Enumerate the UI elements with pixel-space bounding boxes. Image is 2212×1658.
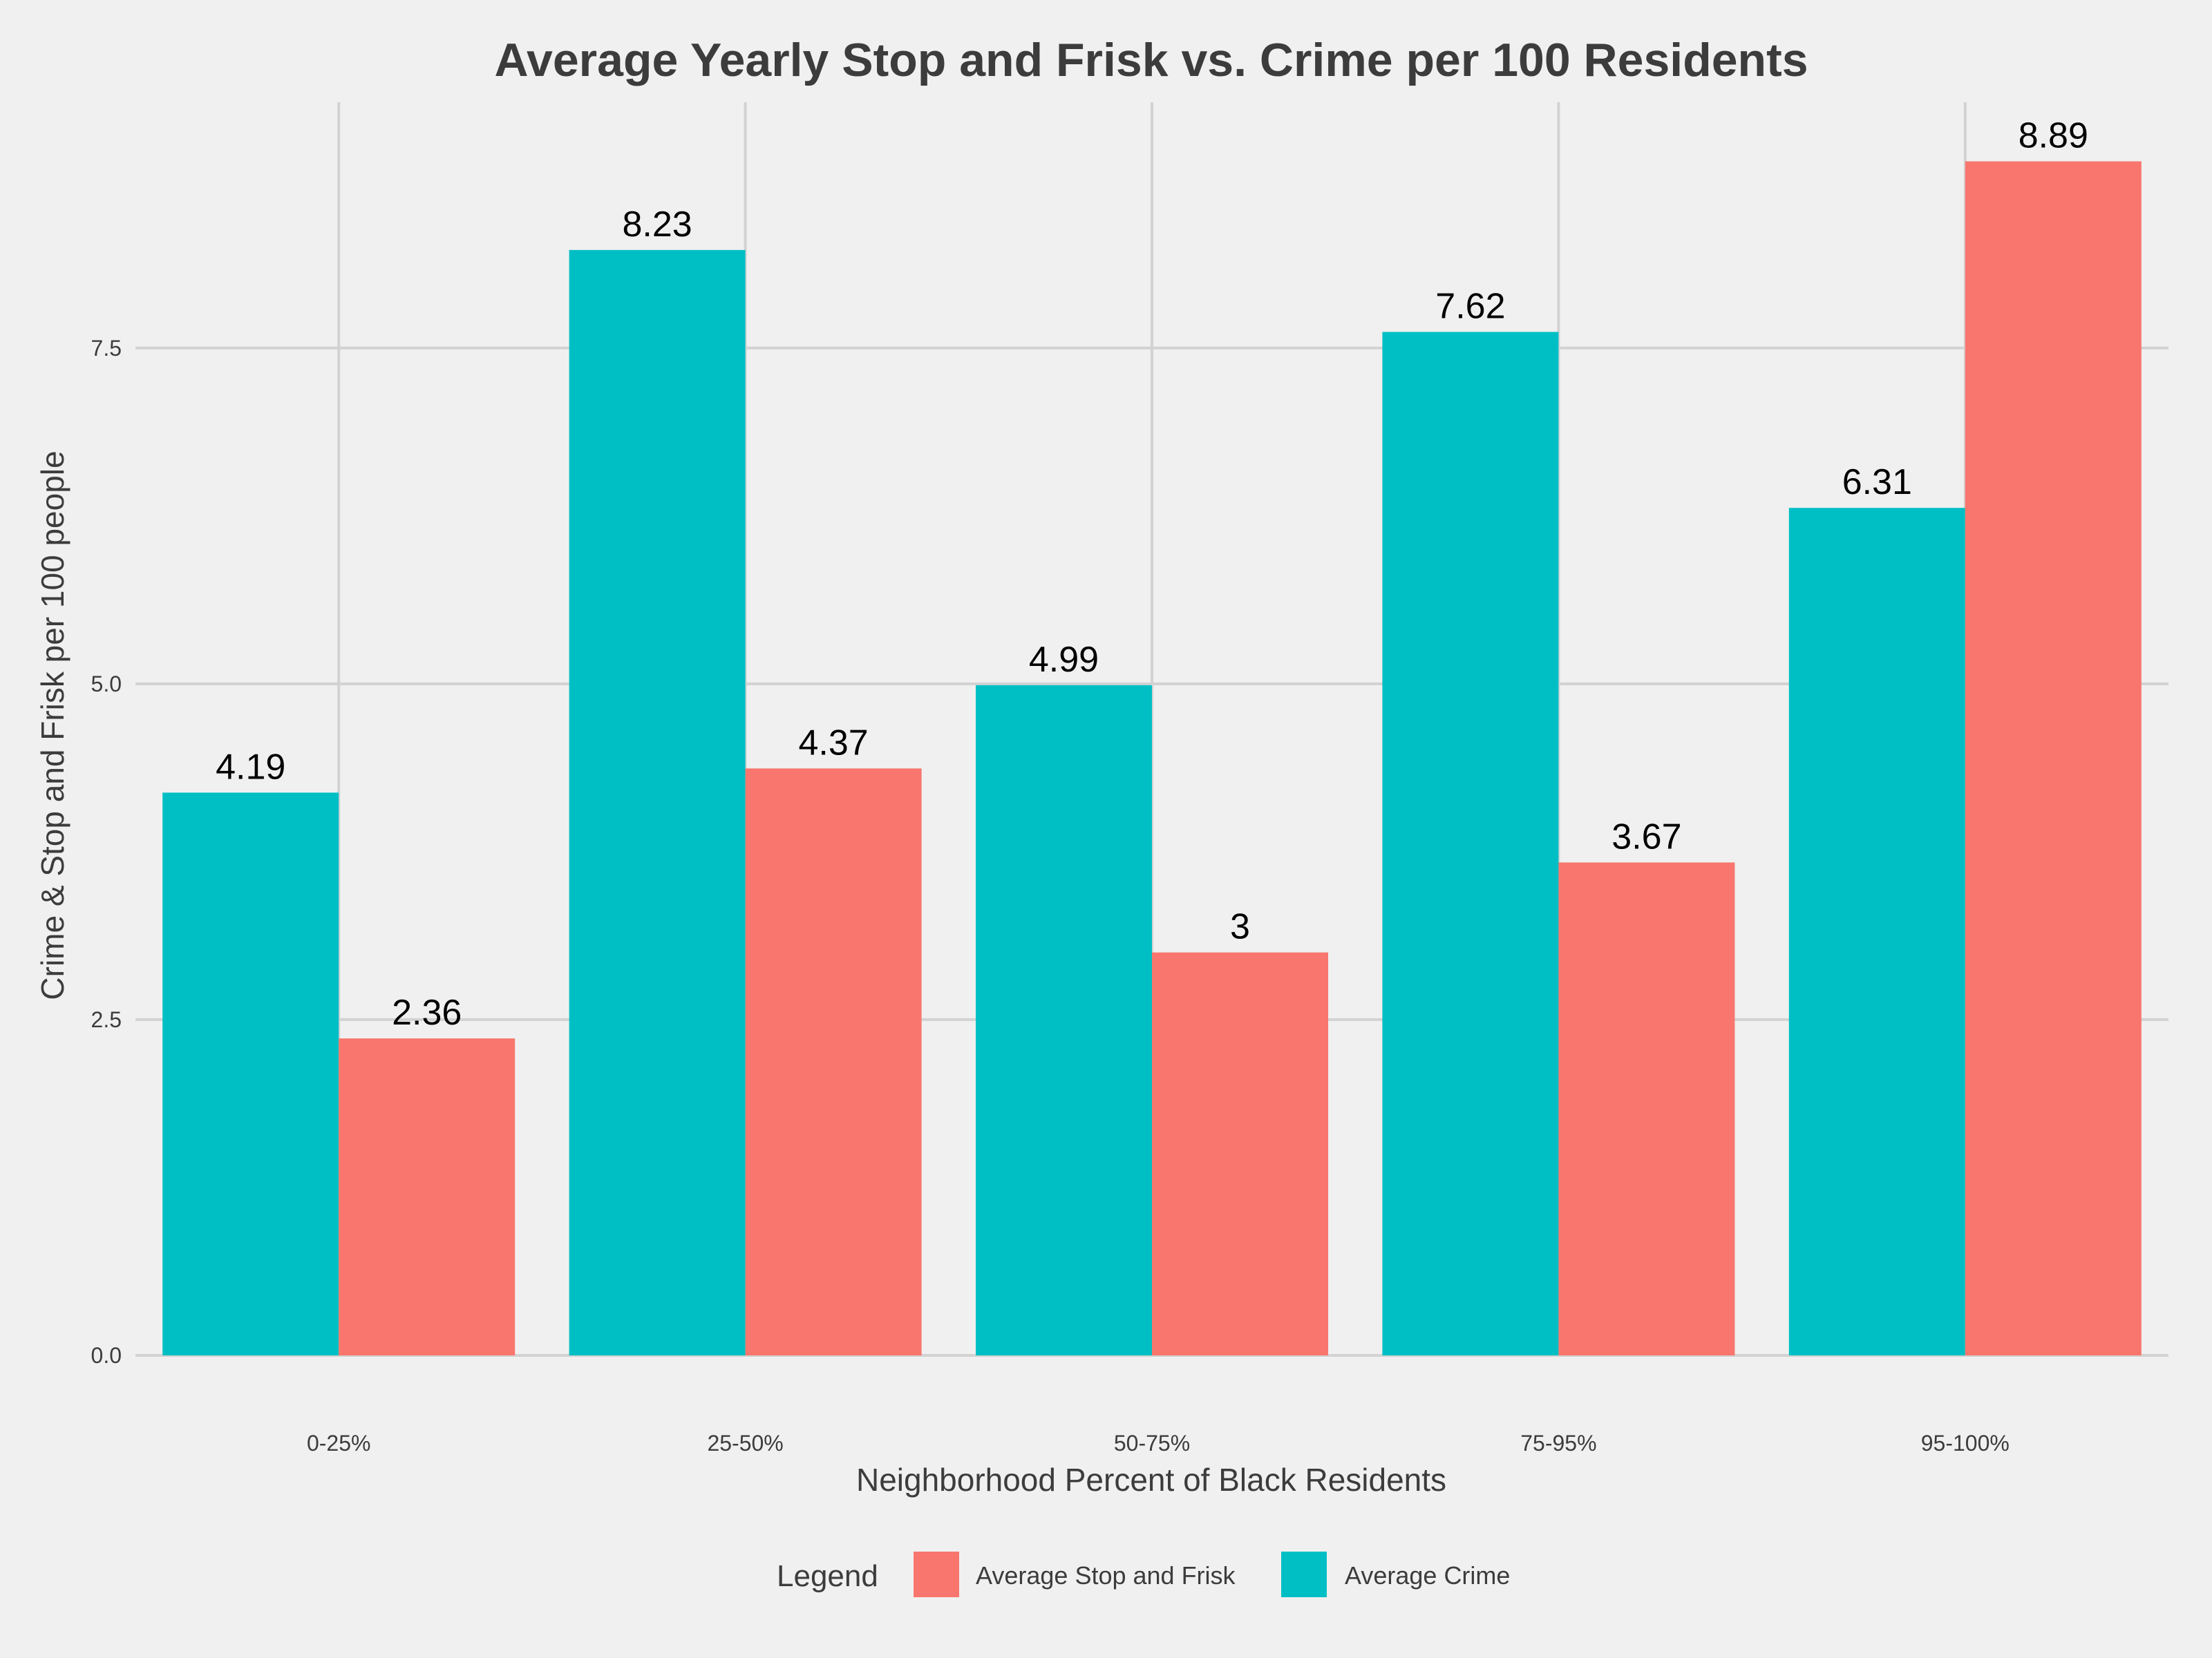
bar-average-crime — [1788, 508, 1965, 1356]
data-label-average-stop-and-frisk: 3.67 — [1611, 817, 1681, 857]
data-label-average-stop-and-frisk: 3 — [1230, 907, 1250, 947]
y-axis-ticks: 0.0 2.5 5.0 7.5 — [91, 336, 122, 1368]
y-tick-label: 2.5 — [91, 1007, 122, 1032]
bar-average-stop-and-frisk — [1558, 862, 1735, 1355]
y-tick-label: 7.5 — [91, 336, 122, 361]
x-tick-label: 75-95% — [1520, 1431, 1596, 1456]
bar-average-stop-and-frisk — [1965, 161, 2142, 1355]
bar-average-crime — [569, 249, 746, 1355]
x-axis-ticks: 0-25% 25-50% 50-75% 75-95% 95-100% — [307, 1431, 2010, 1456]
legend-title: Legend — [777, 1559, 878, 1593]
bar-average-crime — [1382, 332, 1559, 1355]
bar-average-stop-and-frisk — [745, 768, 922, 1355]
data-label-average-crime: 4.99 — [1029, 640, 1099, 680]
bar-average-crime — [162, 792, 339, 1355]
y-tick-label: 5.0 — [91, 671, 122, 696]
data-label-average-crime: 6.31 — [1842, 462, 1912, 502]
x-tick-label: 25-50% — [707, 1431, 783, 1456]
bar-average-stop-and-frisk — [1152, 952, 1328, 1355]
x-axis-title: Neighborhood Percent of Black Residents — [856, 1462, 1446, 1498]
chart-title: Average Yearly Stop and Frisk vs. Crime … — [494, 34, 1808, 86]
y-axis-title: Crime & Stop and Frisk per 100 people — [35, 450, 70, 1000]
data-label-average-crime: 7.62 — [1435, 286, 1505, 326]
legend-swatch-crime — [1281, 1552, 1327, 1597]
x-tick-label: 50-75% — [1114, 1431, 1190, 1456]
legend-label-crime: Average Crime — [1345, 1561, 1510, 1590]
y-tick-label: 0.0 — [91, 1343, 122, 1368]
data-label-average-stop-and-frisk: 4.37 — [798, 723, 868, 763]
x-tick-label: 95-100% — [1921, 1431, 2010, 1456]
data-label-average-stop-and-frisk: 8.89 — [2019, 116, 2088, 156]
bar-average-stop-and-frisk — [339, 1038, 516, 1355]
data-label-average-crime: 8.23 — [622, 204, 692, 245]
bar-average-crime — [976, 685, 1152, 1355]
bars — [162, 161, 2142, 1356]
data-labels: 4.19 8.23 4.99 7.62 6.31 2.36 4.37 3 3.67 8.89 — [216, 116, 2088, 1033]
x-tick-label: 0-25% — [307, 1431, 371, 1456]
data-label-average-crime: 4.19 — [216, 747, 285, 787]
legend: Legend Average Stop and Frisk Average Cr… — [777, 1552, 1510, 1597]
legend-swatch-stop-and-frisk — [914, 1552, 959, 1597]
legend-label-stop-and-frisk: Average Stop and Frisk — [976, 1561, 1236, 1590]
data-label-average-stop-and-frisk: 2.36 — [392, 993, 462, 1033]
